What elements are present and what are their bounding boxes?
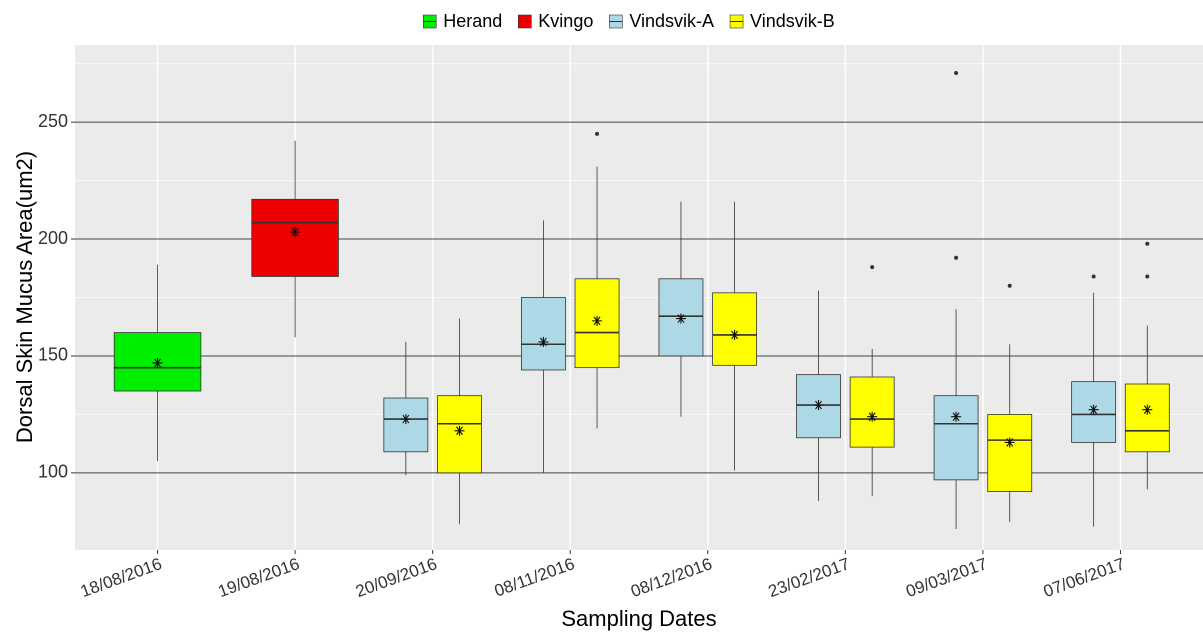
mean-marker <box>813 400 824 411</box>
x-tick-label: 08/12/2016 <box>628 554 714 601</box>
mean-marker <box>1088 404 1099 415</box>
mean-marker <box>1142 404 1153 415</box>
x-tick-label: 07/06/2017 <box>1041 554 1127 601</box>
box <box>1124 383 1170 453</box>
box-group <box>437 318 482 525</box>
mean-marker <box>290 227 301 238</box>
y-tick-label: 200 <box>38 228 68 248</box>
mean-marker <box>867 411 878 422</box>
x-tick-label: 08/11/2016 <box>492 554 577 601</box>
box-group <box>658 201 704 417</box>
x-tick-label: 18/08/2016 <box>78 554 164 601</box>
x-tick-label: 09/03/2017 <box>903 554 989 601</box>
box-group <box>251 140 339 338</box>
box-group <box>987 283 1033 522</box>
box <box>520 297 566 371</box>
mean-marker <box>951 411 962 422</box>
mean-marker <box>592 315 603 326</box>
x-tick-label: 20/09/2016 <box>353 554 439 601</box>
legend-item: Vindsvik-B <box>729 11 835 31</box>
mean-marker <box>400 414 411 425</box>
box <box>251 198 339 277</box>
y-tick-label: 250 <box>38 111 68 131</box>
mean-marker <box>454 425 465 436</box>
legend-item: Herand <box>422 11 502 31</box>
outlier <box>1007 283 1012 288</box>
outlier <box>1091 274 1096 279</box>
legend-label: Herand <box>443 11 502 31</box>
box-group <box>113 264 202 462</box>
outlier <box>595 131 600 136</box>
x-tick-label: 23/02/2017 <box>766 554 852 601</box>
outlier <box>954 255 959 260</box>
legend-label: Vindsvik-B <box>750 11 835 31</box>
box-group <box>796 290 841 501</box>
mean-marker <box>152 357 163 368</box>
outlier <box>954 71 959 76</box>
y-tick-label: 150 <box>38 345 68 365</box>
x-tick-label: 19/08/2016 <box>216 554 302 601</box>
outlier <box>870 265 875 270</box>
box <box>712 292 758 366</box>
mean-marker <box>1004 437 1015 448</box>
box-group <box>520 220 566 473</box>
box-group <box>383 341 429 476</box>
x-axis-title: Sampling Dates <box>561 606 716 631</box>
legend-item: Vindsvik-A <box>609 11 714 31</box>
box-group <box>574 131 620 429</box>
mean-marker <box>538 336 549 347</box>
box-group <box>849 265 895 497</box>
outlier <box>1145 241 1150 246</box>
y-axis-title: Dorsal Skin Mucus Area(um2) <box>12 151 37 443</box>
box-group <box>1071 274 1117 527</box>
outlier <box>1145 274 1150 279</box>
mean-marker <box>675 313 686 324</box>
box-group <box>1124 241 1170 490</box>
legend-label: Kvingo <box>538 11 593 31</box>
legend-label: Vindsvik-A <box>629 11 714 31</box>
y-tick-label: 100 <box>38 462 68 482</box>
legend: Herand Kvingo Vindsvik-A Vindsvik-B <box>422 11 835 31</box>
mean-marker <box>729 329 740 340</box>
box <box>987 413 1033 492</box>
legend-item: Kvingo <box>517 11 593 31</box>
box <box>383 397 429 453</box>
box-group <box>712 201 758 471</box>
box <box>933 395 979 481</box>
box-group <box>933 71 979 529</box>
